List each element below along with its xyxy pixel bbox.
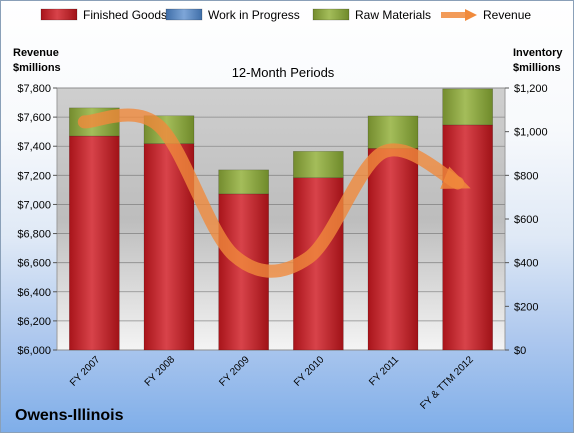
left-tick-label: $7,000 xyxy=(17,199,51,211)
left-axis-title-line1: Revenue xyxy=(13,47,59,59)
right-axis-title-line1: Inventory xyxy=(513,47,563,59)
x-tick-label: FY 2008 xyxy=(143,354,178,389)
x-tick-label: FY 2007 xyxy=(68,354,103,389)
bar-finished-goods xyxy=(69,135,120,351)
bar-finished-goods xyxy=(367,148,419,351)
bar-raw-materials xyxy=(218,169,269,195)
left-tick-label: $7,400 xyxy=(17,141,51,153)
left-tick-label: $6,400 xyxy=(17,287,51,299)
company-name: Owens-Illinois xyxy=(15,407,124,424)
bar-finished-goods xyxy=(442,124,493,351)
bar-raw-materials xyxy=(293,151,344,179)
legend-label: Revenue xyxy=(483,8,531,22)
legend-label: Work in Progress xyxy=(208,8,300,22)
left-tick-label: $6,200 xyxy=(17,316,51,328)
left-tick-label: $7,800 xyxy=(17,83,51,95)
left-axis-title-line2: $millions xyxy=(13,62,61,74)
bar-raw-materials xyxy=(442,88,493,126)
legend-swatch xyxy=(40,8,78,21)
chart-title: 12-Month Periods xyxy=(232,65,335,80)
left-tick-label: $7,200 xyxy=(17,170,51,182)
right-tick-label: $800 xyxy=(514,170,538,182)
right-axis-ticks: $0 $200 $400 $600 $800 $1,000 $1,200 xyxy=(505,83,548,357)
x-tick-label: FY 2010 xyxy=(292,354,327,389)
legend-label: Finished Goods xyxy=(83,8,167,22)
x-axis-ticks: FY 2007 FY 2008 FY 2009 FY 2010 FY 2011 FY & … xyxy=(68,354,476,412)
left-tick-label: $6,800 xyxy=(17,229,51,241)
legend-swatch xyxy=(312,8,350,21)
right-axis-title-line2: $millions xyxy=(513,62,561,74)
gridlines xyxy=(57,87,505,351)
legend-label: Raw Materials xyxy=(355,8,431,22)
left-axis-ticks: $6,000 $6,200 $6,400 $6,600 $6,800 $7,000 $7,2… xyxy=(17,83,57,357)
revenue-line xyxy=(77,108,471,278)
x-tick-label: FY & TTM 2012 xyxy=(418,354,476,412)
right-tick-label: $1,200 xyxy=(514,83,548,95)
left-tick-label: $7,600 xyxy=(17,112,51,124)
right-tick-label: $600 xyxy=(514,214,538,226)
left-tick-label: $6,600 xyxy=(17,258,51,270)
revenue-line-group xyxy=(77,108,471,278)
bars-group xyxy=(69,88,493,351)
right-tick-label: $0 xyxy=(514,345,526,357)
legend-arrow-icon xyxy=(465,9,477,21)
left-tick-label: $6,000 xyxy=(17,345,51,357)
x-tick-label: FY 2011 xyxy=(367,354,401,388)
bar-raw-materials xyxy=(367,115,419,149)
right-tick-label: $200 xyxy=(514,301,538,313)
right-tick-label: $1,000 xyxy=(514,127,548,139)
legend: Finished Goods Work in Progress Raw Materi… xyxy=(40,8,531,22)
legend-swatch xyxy=(165,8,203,21)
right-tick-label: $400 xyxy=(514,258,538,270)
plot-area xyxy=(56,87,506,351)
x-tick-label: FY 2009 xyxy=(217,354,252,389)
